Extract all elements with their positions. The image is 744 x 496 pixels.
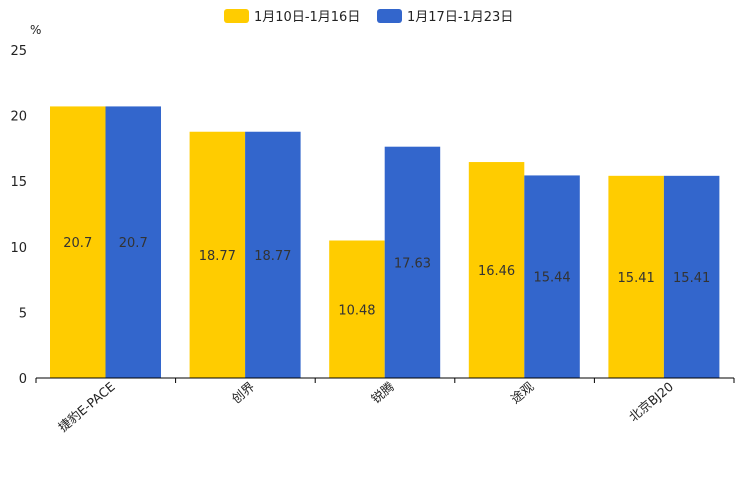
bar-series-2-3[interactable] — [524, 175, 580, 378]
y-tick-label: 25 — [10, 44, 27, 59]
x-category-label: 途观 — [508, 378, 537, 406]
data-label: 20.7 — [63, 236, 92, 251]
data-label: 10.48 — [338, 303, 375, 318]
data-label: 15.44 — [533, 271, 570, 286]
legend-swatch-series-1[interactable] — [224, 9, 249, 23]
bar-series-2-2[interactable] — [384, 146, 441, 378]
legend: 1月10日-1月16日 1月17日-1月23日 — [224, 9, 513, 25]
x-axis-ticks — [35, 378, 735, 383]
x-category-label: 创界 — [229, 378, 258, 406]
legend-label-series-1[interactable]: 1月10日-1月16日 — [254, 10, 360, 25]
bar-series-2-0[interactable] — [105, 106, 162, 378]
x-category-label: 北京BJ20 — [626, 379, 676, 425]
y-tick-label: 5 — [19, 306, 27, 321]
y-tick-label: 20 — [10, 110, 27, 125]
y-axis-ticks: 0 5 10 15 20 25 — [10, 44, 27, 387]
legend-label-series-2[interactable]: 1月17日-1月23日 — [407, 10, 513, 25]
data-label: 17.63 — [394, 256, 431, 271]
x-category-label: 锐腾 — [368, 378, 397, 406]
y-tick-label: 15 — [10, 175, 27, 190]
bar-series-1-0[interactable] — [50, 106, 106, 378]
data-label: 18.77 — [199, 249, 236, 264]
bar-series-1-3[interactable] — [468, 162, 525, 378]
y-tick-label: 0 — [19, 372, 27, 387]
data-label: 20.7 — [119, 236, 148, 251]
bar-series-1-1[interactable] — [189, 131, 246, 378]
bars — [50, 106, 720, 378]
data-label: 15.41 — [673, 271, 710, 286]
bar-series-2-1[interactable] — [245, 131, 301, 378]
x-axis-labels: 捷豹E-PACE 创界 锐腾 途观 北京BJ20 — [55, 378, 676, 434]
bar-series-2-4[interactable] — [663, 175, 720, 378]
data-labels: 20.7 20.7 18.77 18.77 10.48 17.63 16.46 15.44 15… — [63, 236, 710, 318]
data-label: 18.77 — [254, 249, 291, 264]
data-label: 16.46 — [478, 264, 515, 279]
data-label: 15.41 — [618, 271, 655, 286]
x-category-label: 捷豹E-PACE — [55, 379, 118, 435]
y-axis-unit: % — [30, 23, 41, 37]
bar-series-1-2[interactable] — [329, 240, 385, 378]
bar-series-1-4[interactable] — [608, 175, 664, 378]
y-tick-label: 10 — [10, 241, 27, 256]
legend-swatch-series-2[interactable] — [377, 9, 402, 23]
